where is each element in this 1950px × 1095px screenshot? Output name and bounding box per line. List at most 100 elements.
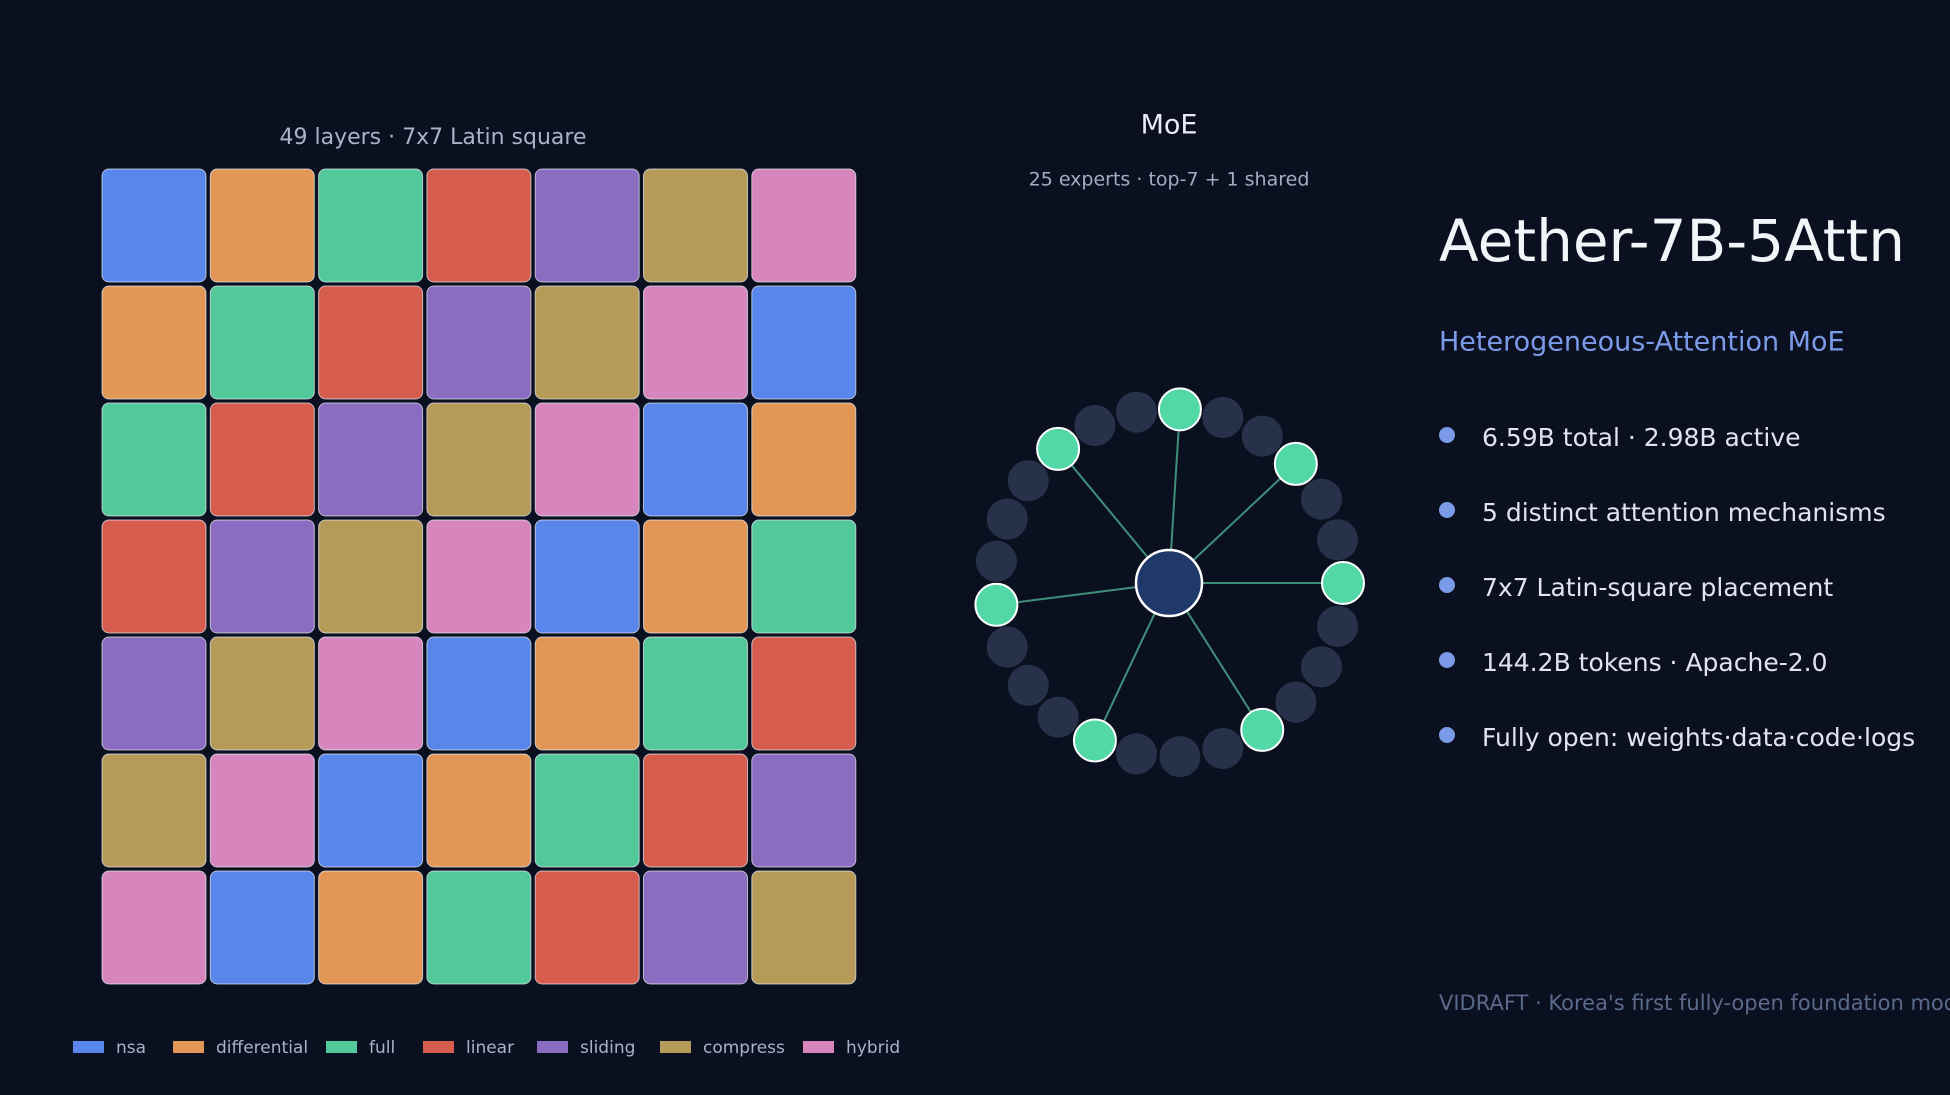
expert xyxy=(1299,477,1343,521)
legend-label: nsa xyxy=(116,1038,146,1058)
layer-cell xyxy=(101,285,207,400)
legend-swatch xyxy=(803,1041,834,1053)
layer-cell xyxy=(209,402,315,517)
layer-cell xyxy=(643,870,748,985)
bullet-dot xyxy=(1439,502,1455,518)
layer-cell xyxy=(751,285,857,400)
layer-cell xyxy=(101,402,207,517)
model-title: Aether-7B-5Attn xyxy=(1439,207,1905,275)
expert xyxy=(1316,518,1360,562)
moe-title: MoE xyxy=(1141,110,1198,141)
layer-cell xyxy=(318,870,424,985)
expert xyxy=(1201,726,1245,770)
active-expert xyxy=(1321,561,1365,605)
expert xyxy=(1073,404,1117,448)
expert xyxy=(1201,396,1245,440)
layer-cell xyxy=(318,285,424,400)
active-expert xyxy=(1240,707,1285,752)
expert xyxy=(1036,695,1080,739)
grid-title: 49 layers · 7x7 Latin square xyxy=(280,125,587,150)
expert xyxy=(1316,604,1360,648)
layer-cell xyxy=(426,753,532,868)
model-subtitle: Heterogeneous-Attention MoE xyxy=(1439,327,1845,358)
legend-label: sliding xyxy=(580,1038,635,1058)
layer-cell xyxy=(318,519,424,634)
expert xyxy=(985,625,1029,669)
layer-cell xyxy=(534,285,640,400)
layer-cell xyxy=(101,168,207,283)
expert xyxy=(1006,459,1050,503)
layer-cell xyxy=(101,870,207,985)
shared-expert xyxy=(1134,548,1204,618)
layer-cell xyxy=(643,519,748,634)
layer-cell xyxy=(101,636,207,751)
legend-label: compress xyxy=(703,1038,785,1058)
bullet-text: 5 distinct attention mechanisms xyxy=(1482,498,1886,527)
legend-label: full xyxy=(369,1038,395,1058)
bullet-dot xyxy=(1439,577,1455,593)
layer-cell xyxy=(534,402,640,517)
expert xyxy=(1114,390,1158,434)
legend-swatch xyxy=(326,1041,357,1053)
layer-cell xyxy=(209,870,315,985)
active-expert xyxy=(1072,718,1117,763)
layer-cell xyxy=(209,636,315,751)
layer-cell xyxy=(426,870,532,985)
layer-cell xyxy=(426,168,532,283)
expert xyxy=(1158,735,1202,779)
layer-cell xyxy=(101,753,207,868)
expert xyxy=(974,539,1018,583)
layer-cell xyxy=(318,753,424,868)
active-expert xyxy=(1273,441,1318,486)
layer-cell xyxy=(534,753,640,868)
legend-swatch xyxy=(73,1041,104,1053)
layer-cell xyxy=(534,168,640,283)
bullet-text: Fully open: weights·data·code·logs xyxy=(1482,723,1915,752)
bullet-dot xyxy=(1439,727,1455,743)
layer-cell xyxy=(426,285,532,400)
layer-cell xyxy=(209,519,315,634)
layer-cell xyxy=(534,636,640,751)
layer-cell xyxy=(751,168,857,283)
layer-cell xyxy=(751,753,857,868)
layer-cell xyxy=(751,870,857,985)
bullet-text: 6.59B total · 2.98B active xyxy=(1482,423,1801,452)
moe-subtitle: 25 experts · top-7 + 1 shared xyxy=(1029,169,1310,191)
layer-cell xyxy=(209,285,315,400)
expert xyxy=(1240,414,1284,458)
layer-cell xyxy=(751,519,857,634)
expert xyxy=(985,497,1029,541)
legend-swatch xyxy=(173,1041,204,1053)
active-expert xyxy=(1036,426,1081,471)
legend-swatch xyxy=(660,1041,691,1053)
expert xyxy=(1299,645,1343,689)
expert xyxy=(1274,680,1318,724)
layer-cell xyxy=(534,870,640,985)
layer-cell xyxy=(101,519,207,634)
bullet-dot xyxy=(1439,427,1455,443)
legend-swatch xyxy=(423,1041,454,1053)
layer-cell xyxy=(318,636,424,751)
layer-cell xyxy=(751,636,857,751)
bullet-text: 7x7 Latin-square placement xyxy=(1482,573,1833,602)
layer-cell xyxy=(426,519,532,634)
active-expert xyxy=(974,582,1019,627)
expert xyxy=(1006,663,1050,707)
layer-cell xyxy=(209,753,315,868)
layer-cell xyxy=(426,402,532,517)
layer-cell xyxy=(643,285,748,400)
bullet-text: 144.2B tokens · Apache-2.0 xyxy=(1482,648,1827,677)
layer-cell xyxy=(643,753,748,868)
layer-cell xyxy=(643,402,748,517)
active-expert xyxy=(1157,387,1202,432)
bullet-dot xyxy=(1439,652,1455,668)
footer: VIDRAFT · Korea's first fully-open found… xyxy=(1439,991,1950,1015)
layer-cell xyxy=(318,402,424,517)
layer-cell xyxy=(209,168,315,283)
legend-label: hybrid xyxy=(846,1038,900,1058)
layer-cell xyxy=(426,636,532,751)
legend-label: linear xyxy=(466,1038,514,1058)
layer-cell xyxy=(318,168,424,283)
layer-cell xyxy=(643,636,748,751)
